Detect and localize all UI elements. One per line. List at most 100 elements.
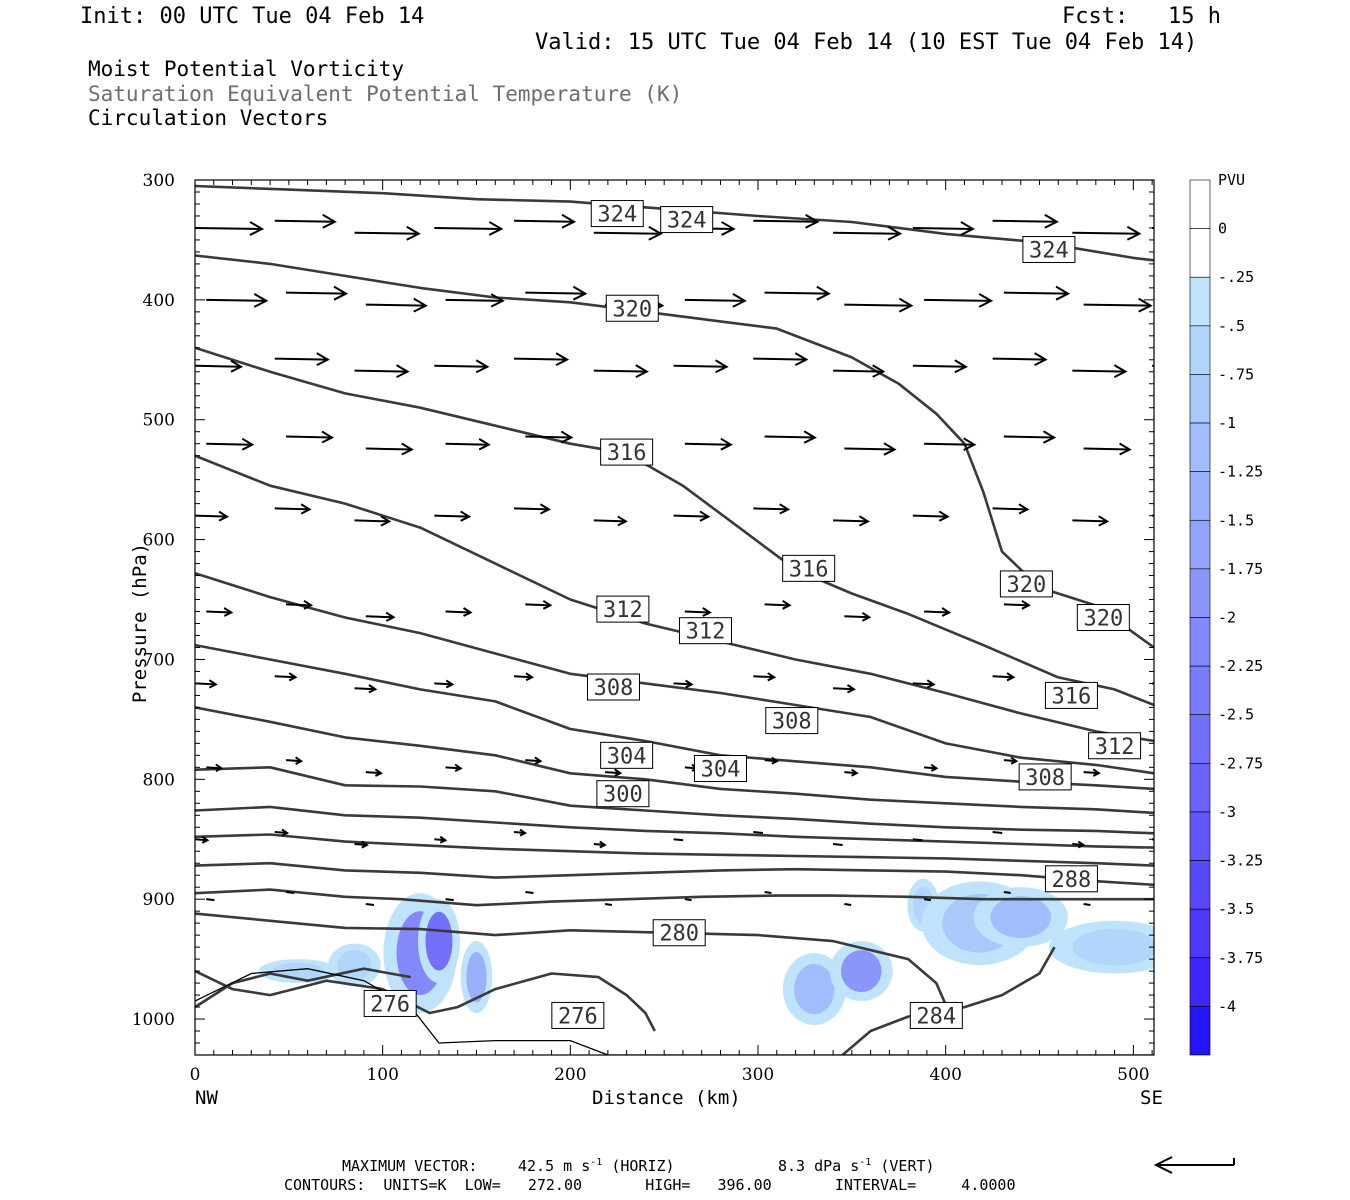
circulation-vector: [923, 898, 932, 902]
circulation-vector: [206, 437, 255, 451]
vector-head: [816, 285, 831, 301]
circulation-vector: [604, 902, 613, 906]
contour-label: 276: [558, 1004, 598, 1029]
vector-head: [1006, 672, 1016, 682]
vector-head: [396, 364, 410, 378]
circulation-vector: [206, 292, 269, 308]
vector-shaft: [673, 682, 692, 686]
vector-shaft: [434, 226, 502, 230]
vector-shaft: [206, 298, 267, 302]
vector-head: [519, 828, 527, 837]
circulation-vector: [593, 515, 628, 527]
vector-shaft: [354, 231, 419, 235]
circulation-vector: [844, 902, 852, 906]
contour-label: 320: [1007, 573, 1047, 598]
circulation-vector: [764, 285, 831, 301]
circulation-vector: [753, 213, 820, 229]
contour-label: 304: [607, 744, 647, 769]
circulation-vector: [1072, 515, 1110, 527]
vector-shaft: [365, 447, 412, 451]
mpv-blob-inner: [794, 963, 835, 1015]
colorbar-swatch: [1189, 179, 1211, 229]
vector-shaft: [434, 514, 470, 518]
vector-head: [1034, 352, 1048, 366]
circulation-vector: [1003, 430, 1057, 444]
vector-shaft: [593, 231, 661, 235]
vector-shaft: [274, 831, 288, 835]
circulation-vector: [992, 352, 1048, 366]
colorbar-swatch: [1189, 665, 1211, 716]
vector-head: [699, 510, 711, 522]
vector-head: [1055, 285, 1071, 301]
vector-shaft: [992, 357, 1046, 361]
circulation-vector: [1152, 680, 1173, 687]
vector-shaft: [673, 514, 709, 518]
vector-head: [316, 352, 330, 366]
circulation-vector: [514, 213, 577, 229]
vector-shaft: [844, 615, 870, 619]
vector-shaft: [832, 843, 843, 847]
vector-head: [1167, 680, 1173, 687]
vector-shaft: [1003, 759, 1017, 763]
circulation-vector: [195, 510, 230, 522]
y-tick-label: 700: [143, 650, 175, 670]
vector-shaft: [1163, 767, 1175, 768]
circulation-vector: [764, 430, 817, 444]
vector-shaft: [1072, 519, 1108, 523]
vector-shaft: [1083, 902, 1091, 906]
circulation-vector: [354, 840, 369, 849]
y-axis-label: Pressure (hPa): [129, 542, 151, 704]
vector-shaft: [764, 603, 790, 607]
vector-shaft: [912, 682, 934, 686]
circulation-vector: [365, 297, 428, 313]
contour-label-layer: 324 324 324 320 316 316 320 320 312 312 316 312 308 3…: [363, 200, 1142, 1029]
max-vector-horiz: 42.5 m s-1 (HORIZ): [518, 1157, 675, 1175]
circulation-vector: [195, 221, 265, 236]
theta-es-contour: [195, 571, 1154, 775]
vector-shaft: [912, 226, 973, 230]
circulation-vector: [844, 768, 859, 777]
vector-head: [253, 292, 269, 308]
circulation-vector: [525, 430, 574, 444]
x-tick-label: 100: [366, 1065, 398, 1085]
vector-shaft: [1072, 369, 1126, 373]
vector-shaft: [195, 226, 263, 230]
y-tick-label: 1000: [132, 1010, 175, 1030]
vector-shaft: [684, 610, 710, 614]
circulation-vector: [354, 515, 392, 527]
vector-head: [295, 756, 304, 765]
vector-shaft: [753, 219, 818, 223]
vector-head: [648, 225, 663, 241]
colorbar-swatch: [1189, 957, 1211, 1007]
colorbar-unit: PVU: [1218, 171, 1245, 189]
vector-head: [454, 763, 463, 773]
y-tick-label: 500: [143, 411, 175, 431]
vector-head: [460, 510, 472, 522]
vector-head: [561, 213, 577, 229]
circulation-vector: [1163, 608, 1188, 616]
circulation-vector: [525, 599, 553, 610]
circulation-vector: [992, 672, 1016, 682]
contour-label-box: [596, 780, 650, 808]
circulation-vector: [764, 756, 779, 765]
contour-label-box: [605, 294, 659, 322]
vector-head: [490, 293, 505, 308]
vector-head: [1098, 515, 1110, 527]
forecast-label: Fcst:: [1062, 4, 1129, 29]
contour-label-box: [1044, 681, 1098, 709]
circulation-vector: [514, 503, 551, 515]
vector-head: [208, 679, 218, 689]
vector-head: [1181, 608, 1188, 616]
vector-head: [380, 515, 392, 527]
circulation-vector: [445, 607, 473, 617]
circulation-vector: [1072, 225, 1142, 241]
vector-shaft: [434, 682, 453, 686]
vector-shaft: [285, 435, 333, 439]
vector-head: [1119, 442, 1132, 456]
se-label: SE: [1140, 1087, 1163, 1109]
vector-shaft: [1072, 231, 1140, 235]
colorbar-swatch: [1189, 1006, 1211, 1056]
vector-shaft: [285, 890, 295, 894]
vector-head: [374, 768, 383, 777]
